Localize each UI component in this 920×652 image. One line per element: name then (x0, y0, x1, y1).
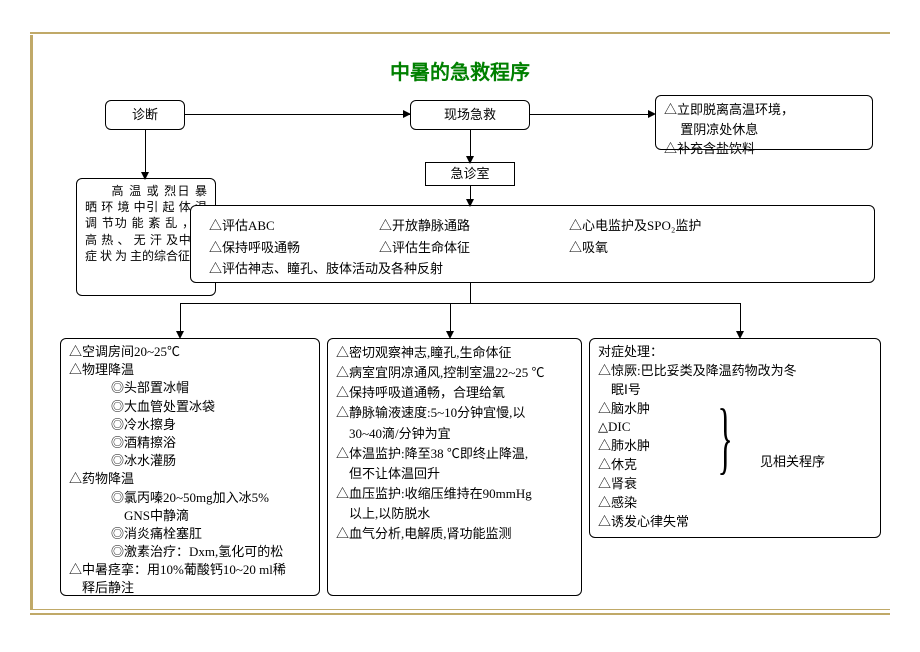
connector (450, 303, 451, 333)
mid-l2: △病室宜阴凉通风,控制室温22~25 ℃ (336, 363, 573, 383)
connector (185, 114, 410, 115)
page-border-left (30, 35, 33, 610)
er-label: 急诊室 (450, 164, 489, 184)
right-l4: △脑水肿 (598, 400, 872, 419)
connector (403, 110, 411, 118)
right-l1: 对症处理： (598, 343, 872, 362)
left-l10: GNS中静滴 (69, 507, 311, 525)
left-l7: ◎冰水灌肠 (69, 452, 311, 470)
brace-label: 见相关程序 (760, 451, 825, 470)
left-l14: 释后静注 (69, 579, 311, 597)
connector (470, 130, 471, 158)
monitoring-box: △密切观察神志,瞳孔,生命体征 △病室宜阴凉通风,控制室温22~25 ℃ △保持… (327, 338, 582, 596)
connector (446, 331, 454, 339)
right-l5: △DIC (598, 418, 872, 437)
left-l4: ◎大血管处置冰袋 (69, 398, 311, 416)
right-l2: △惊厥:巴比妥类及降温药物改为冬 (598, 362, 872, 381)
connector (466, 156, 474, 164)
onsite-actions-text: △立即脱离高温环境， 置阴凉处休息 △补充含盐饮料 (664, 102, 794, 156)
assess-c7: △评估神志、瞳孔、肢体活动及各种反射 (209, 259, 856, 279)
connector (141, 172, 149, 180)
onsite-actions-box: △立即脱离高温环境， 置阴凉处休息 △补充含盐饮料 (655, 95, 873, 150)
page-title: 中暑的急救程序 (0, 56, 920, 85)
left-l2: △物理降温 (69, 361, 311, 379)
brace-icon: } (718, 398, 733, 478)
mid-l8: △血压监护:收缩压维持在90mmHg (336, 484, 573, 504)
assess-c2: △开放静脉通路 (379, 216, 569, 236)
diagnosis-text: 高 温 或 烈日 暴 晒 环 境 中引 起 体 温 调 节功 能 紊 乱 ，以高… (85, 184, 207, 263)
right-l6: △肺水肿 (598, 437, 872, 456)
left-l5: ◎冷水擦身 (69, 416, 311, 434)
right-l8: △肾衰 (598, 475, 872, 494)
connector (176, 331, 184, 339)
page-border-bottom-thick (30, 613, 890, 615)
er-box: 急诊室 (425, 162, 515, 186)
assess-c4: △保持呼吸通畅 (209, 238, 379, 258)
mid-l6: △体温监护:降至38 ℃即终止降温, (336, 444, 573, 464)
connector (180, 303, 181, 333)
mid-l4: △静脉输液速度:5~10分钟宜慢,以 (336, 403, 573, 423)
left-l1: △空调房间20~25℃ (69, 343, 311, 361)
left-l11: ◎消炎痛栓塞肛 (69, 525, 311, 543)
right-l9: △感染 (598, 494, 872, 513)
mid-l1: △密切观察神志,瞳孔,生命体征 (336, 343, 573, 363)
page-border-top (30, 32, 890, 34)
connector (740, 303, 741, 333)
assess-c6: △吸氧 (569, 238, 856, 258)
diagnosis-label: 诊断 (132, 105, 158, 125)
diagnosis-box: 诊断 (105, 100, 185, 130)
mid-l5: 30~40滴/分钟为宜 (336, 424, 573, 444)
connector (470, 283, 471, 303)
connector (180, 303, 740, 304)
mid-l9: 以上,以防脱水 (336, 504, 573, 524)
left-l9: ◎氯丙嗪20~50mg加入冰5% (69, 489, 311, 507)
mid-l10: △血气分析,电解质,肾功能监测 (336, 524, 573, 544)
connector (530, 114, 650, 115)
onsite-box: 现场急救 (410, 100, 530, 130)
right-l7: △休克 (598, 456, 872, 475)
connector (648, 110, 656, 118)
left-l3: ◎头部置冰帽 (69, 379, 311, 397)
left-l12: ◎激素治疗：Dxm,氢化可的松 (69, 543, 311, 561)
left-l6: ◎酒精擦浴 (69, 434, 311, 452)
connector (145, 130, 146, 174)
assess-c1: △评估ABC (209, 216, 379, 236)
left-l13: △中暑痉挛：用10%葡酸钙10~20 ml稀 (69, 561, 311, 579)
assess-c3: △心电监护及SPO₂监护 (569, 216, 856, 236)
mid-l7: 但不让体温回升 (336, 464, 573, 484)
connector (466, 199, 474, 207)
right-l10: △诱发心律失常 (598, 513, 872, 532)
left-l8: △药物降温 (69, 470, 311, 488)
connector (736, 331, 744, 339)
right-l3: 眠Ⅰ号 (598, 381, 872, 400)
symptomatic-box: 对症处理： △惊厥:巴比妥类及降温药物改为冬 眠Ⅰ号 △脑水肿 △DIC △肺水… (589, 338, 881, 538)
treatment-left-box: △空调房间20~25℃ △物理降温 ◎头部置冰帽 ◎大血管处置冰袋 ◎冷水擦身 … (60, 338, 320, 596)
mid-l3: △保持呼吸道通畅，合理给氧 (336, 383, 573, 403)
assessment-box: △评估ABC △开放静脉通路 △心电监护及SPO₂监护 △保持呼吸通畅 △评估生… (190, 205, 875, 283)
onsite-label: 现场急救 (444, 105, 496, 125)
page-border-bottom-thin (30, 609, 890, 610)
assess-c5: △评估生命体征 (379, 238, 569, 258)
